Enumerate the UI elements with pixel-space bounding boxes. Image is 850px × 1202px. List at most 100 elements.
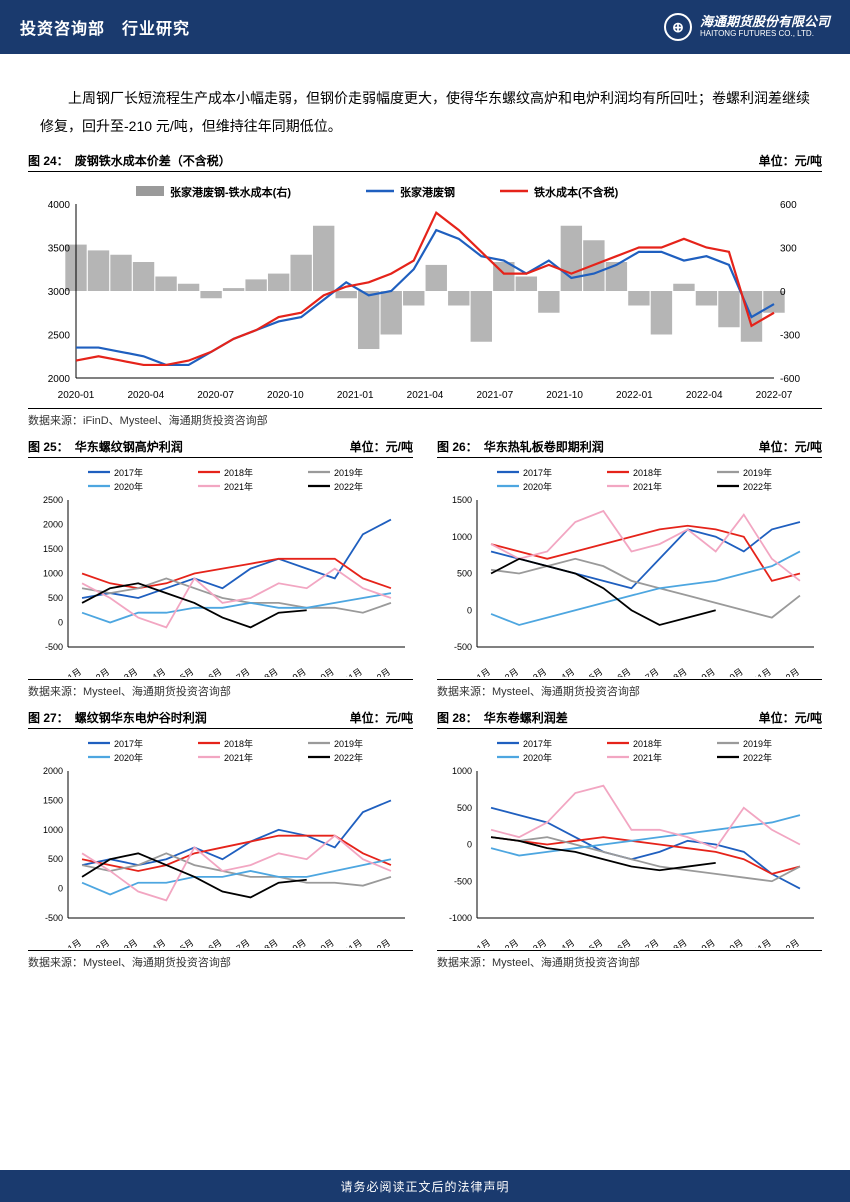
svg-text:1月: 1月: [66, 937, 83, 948]
svg-text:张家港废钢: 张家港废钢: [400, 185, 455, 199]
svg-text:2020-04: 2020-04: [127, 390, 164, 401]
svg-text:7月: 7月: [234, 666, 251, 677]
svg-text:12月: 12月: [780, 937, 801, 948]
svg-text:8月: 8月: [672, 666, 689, 677]
svg-text:6月: 6月: [206, 666, 223, 677]
svg-text:0: 0: [58, 884, 63, 894]
svg-text:2022年: 2022年: [334, 481, 363, 492]
svg-text:6月: 6月: [615, 666, 632, 677]
svg-text:2021年: 2021年: [633, 481, 662, 492]
page-header: 投资咨询部 行业研究 ⊕ 海通期货股份有限公司 HAITONG FUTURES …: [0, 0, 850, 54]
svg-text:12月: 12月: [371, 666, 392, 677]
chart-26: 图 26： 华东热轧板卷即期利润 单位：元/吨 -500050010001500…: [437, 436, 822, 699]
svg-text:4月: 4月: [559, 666, 576, 677]
svg-text:-1000: -1000: [449, 913, 472, 923]
svg-text:2018年: 2018年: [633, 467, 662, 478]
company-en: HAITONG FUTURES CO., LTD.: [700, 30, 830, 39]
svg-text:7月: 7月: [234, 937, 251, 948]
svg-text:2021年: 2021年: [633, 752, 662, 763]
chart-28-unit: 单位：元/吨: [759, 709, 822, 726]
svg-text:2020年: 2020年: [523, 481, 552, 492]
svg-text:3月: 3月: [531, 666, 548, 677]
section-label: 行业研究: [122, 21, 190, 38]
svg-text:2018年: 2018年: [633, 738, 662, 749]
svg-text:2017年: 2017年: [523, 467, 552, 478]
svg-text:10月: 10月: [724, 666, 745, 677]
svg-text:4月: 4月: [150, 666, 167, 677]
svg-text:2月: 2月: [503, 666, 520, 677]
svg-text:10月: 10月: [315, 666, 336, 677]
svg-text:2017年: 2017年: [523, 738, 552, 749]
svg-text:2021年: 2021年: [224, 752, 253, 763]
svg-text:2020年: 2020年: [523, 752, 552, 763]
svg-text:5月: 5月: [587, 937, 604, 948]
svg-text:6月: 6月: [206, 937, 223, 948]
charts-container: 图 24： 废钢铁水成本价差（不含税） 单位：元/吨 2000250030003…: [0, 150, 850, 970]
svg-text:2020年: 2020年: [114, 752, 143, 763]
chart-26-svg: -5000500100015001月2月3月4月5月6月7月8月9月10月11月…: [437, 462, 822, 677]
svg-text:8月: 8月: [263, 666, 280, 677]
body-paragraph: 上周钢厂长短流程生产成本小幅走弱，但钢价走弱幅度更大，使得华东螺纹高炉和电炉利润…: [0, 54, 850, 150]
svg-text:12月: 12月: [371, 937, 392, 948]
svg-text:3月: 3月: [122, 666, 139, 677]
chart-24: 图 24： 废钢铁水成本价差（不含税） 单位：元/吨 2000250030003…: [28, 150, 822, 428]
svg-text:2019年: 2019年: [334, 467, 363, 478]
svg-text:4月: 4月: [150, 937, 167, 948]
svg-text:2020年: 2020年: [114, 481, 143, 492]
svg-text:2021-04: 2021-04: [407, 390, 444, 401]
svg-text:张家港废钢-铁水成本(右): 张家港废钢-铁水成本(右): [170, 185, 291, 199]
chart-25-unit: 单位：元/吨: [350, 438, 413, 455]
svg-text:-600: -600: [780, 374, 800, 385]
svg-text:11月: 11月: [752, 937, 773, 948]
chart-27-svg: -50005001000150020001月2月3月4月5月6月7月8月9月10…: [28, 733, 413, 948]
dept-label: 投资咨询部: [20, 21, 105, 38]
chart-27-source: 数据来源：Mysteel、海通期货投资咨询部: [28, 950, 413, 970]
svg-text:2月: 2月: [503, 937, 520, 948]
svg-text:2019年: 2019年: [743, 738, 772, 749]
svg-text:4月: 4月: [559, 937, 576, 948]
chart-27: 图 27： 螺纹钢华东电炉谷时利润 单位：元/吨 -50005001000150…: [28, 707, 413, 970]
svg-text:300: 300: [780, 244, 797, 255]
chart-27-title: 图 27： 螺纹钢华东电炉谷时利润: [28, 709, 207, 726]
svg-text:2022年: 2022年: [743, 481, 772, 492]
svg-text:2022年: 2022年: [334, 752, 363, 763]
chart-28-svg: -1000-500050010001月2月3月4月5月6月7月8月9月10月11…: [437, 733, 822, 948]
svg-text:1500: 1500: [43, 544, 63, 554]
svg-text:2018年: 2018年: [224, 467, 253, 478]
svg-text:7月: 7月: [643, 666, 660, 677]
svg-text:2021-10: 2021-10: [546, 390, 583, 401]
svg-text:2000: 2000: [48, 374, 71, 385]
svg-text:0: 0: [467, 840, 472, 850]
svg-text:2000: 2000: [43, 766, 63, 776]
svg-text:0: 0: [467, 605, 472, 615]
svg-text:500: 500: [457, 803, 472, 813]
svg-text:-500: -500: [454, 642, 472, 652]
company-logo: ⊕ 海通期货股份有限公司 HAITONG FUTURES CO., LTD.: [664, 13, 830, 41]
svg-text:2020-07: 2020-07: [197, 390, 234, 401]
svg-text:2500: 2500: [43, 495, 63, 505]
svg-text:7月: 7月: [643, 937, 660, 948]
svg-text:-500: -500: [45, 913, 63, 923]
svg-text:9月: 9月: [700, 666, 717, 677]
svg-text:2022-04: 2022-04: [686, 390, 723, 401]
svg-text:5月: 5月: [587, 666, 604, 677]
svg-text:0: 0: [58, 618, 63, 628]
svg-text:9月: 9月: [291, 666, 308, 677]
svg-text:10月: 10月: [724, 937, 745, 948]
svg-text:11月: 11月: [343, 666, 364, 677]
svg-text:3000: 3000: [48, 287, 71, 298]
svg-text:2020-10: 2020-10: [267, 390, 304, 401]
svg-text:11月: 11月: [752, 666, 773, 677]
chart-25-title: 图 25： 华东螺纹钢高炉利润: [28, 438, 183, 455]
svg-text:9月: 9月: [700, 937, 717, 948]
svg-text:11月: 11月: [343, 937, 364, 948]
svg-text:4000: 4000: [48, 200, 71, 211]
chart-24-source: 数据来源：iFinD、Mysteel、海通期货投资咨询部: [28, 408, 822, 428]
svg-text:500: 500: [457, 569, 472, 579]
chart-26-title: 图 26： 华东热轧板卷即期利润: [437, 438, 604, 455]
svg-text:600: 600: [780, 200, 797, 211]
svg-text:6月: 6月: [615, 937, 632, 948]
svg-text:2022-01: 2022-01: [616, 390, 653, 401]
svg-text:5月: 5月: [178, 666, 195, 677]
svg-text:2017年: 2017年: [114, 467, 143, 478]
